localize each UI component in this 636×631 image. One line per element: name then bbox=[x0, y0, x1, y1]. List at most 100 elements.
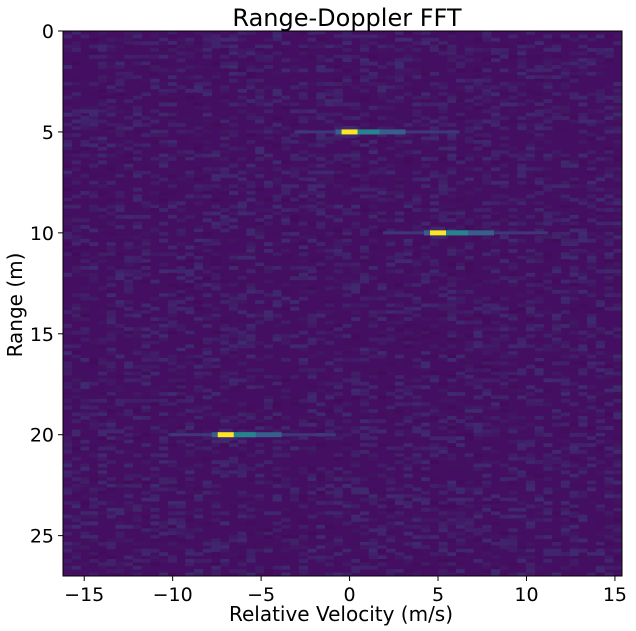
heatmap-cell bbox=[281, 337, 291, 342]
heatmap-cell bbox=[97, 310, 108, 315]
heatmap-cell bbox=[202, 541, 212, 546]
heatmap-cell bbox=[613, 358, 623, 362]
heatmap-cell bbox=[473, 235, 483, 240]
heatmap-cell bbox=[394, 75, 405, 80]
heatmap-cell bbox=[272, 252, 282, 257]
heatmap-cell bbox=[464, 426, 474, 430]
heatmap-cell bbox=[447, 68, 457, 73]
heatmap-cell bbox=[237, 334, 247, 338]
heatmap-cell bbox=[604, 194, 614, 199]
heatmap-cell bbox=[473, 487, 483, 492]
heatmap-cell bbox=[578, 95, 588, 100]
heatmap-cell bbox=[272, 402, 282, 407]
heatmap-cell bbox=[290, 214, 300, 219]
heatmap-cell bbox=[604, 157, 614, 161]
heatmap-cell bbox=[482, 143, 492, 148]
heatmap-cell bbox=[124, 375, 134, 379]
heatmap-cell bbox=[482, 266, 492, 270]
heatmap-cell bbox=[351, 504, 361, 509]
heatmap-cell bbox=[508, 327, 518, 332]
heatmap-cell bbox=[595, 395, 605, 400]
heatmap-cell bbox=[351, 116, 361, 120]
heatmap-cell bbox=[421, 313, 431, 318]
heatmap-cell bbox=[587, 395, 597, 400]
heatmap-cell bbox=[403, 204, 413, 209]
heatmap-cell bbox=[298, 467, 308, 471]
heatmap-cell bbox=[97, 487, 108, 492]
heatmap-cell bbox=[71, 180, 81, 185]
heatmap-cell bbox=[438, 214, 448, 219]
heatmap-cell bbox=[613, 122, 623, 127]
heatmap-cell bbox=[211, 330, 221, 335]
heatmap-cell bbox=[552, 92, 562, 97]
heatmap-cell bbox=[298, 245, 308, 250]
heatmap-cell bbox=[604, 242, 614, 246]
heatmap-cell bbox=[115, 303, 125, 308]
heatmap-cell bbox=[543, 419, 553, 424]
heatmap-cell bbox=[499, 361, 509, 366]
heatmap-cell bbox=[412, 300, 422, 304]
heatmap-cell bbox=[421, 385, 431, 390]
heatmap-cell bbox=[202, 317, 212, 321]
heatmap-cell bbox=[211, 41, 221, 46]
heatmap-cell bbox=[71, 303, 81, 308]
heatmap-cell bbox=[552, 184, 562, 189]
heatmap-cell bbox=[429, 136, 439, 141]
heatmap-cell bbox=[220, 51, 230, 56]
heatmap-cell bbox=[159, 531, 169, 536]
heatmap-cell bbox=[543, 487, 553, 492]
heatmap-cell bbox=[342, 470, 352, 475]
heatmap-cell bbox=[482, 351, 492, 355]
heatmap-cell bbox=[211, 354, 221, 359]
heatmap-cell bbox=[595, 436, 605, 441]
heatmap-cell bbox=[246, 105, 256, 110]
heatmap-cell bbox=[185, 75, 195, 80]
heatmap-cell bbox=[176, 266, 186, 270]
heatmap-cell bbox=[89, 501, 99, 505]
heatmap-cell bbox=[499, 252, 509, 257]
heatmap-cell bbox=[534, 289, 544, 294]
heatmap-cell bbox=[71, 259, 81, 264]
heatmap-cell bbox=[412, 228, 422, 233]
heatmap-cell bbox=[80, 109, 90, 114]
heatmap-cell bbox=[473, 58, 483, 63]
heatmap-cell bbox=[534, 473, 544, 478]
heatmap-cell bbox=[211, 269, 221, 274]
heatmap-cell bbox=[63, 565, 73, 570]
heatmap-cell bbox=[263, 99, 274, 103]
heatmap-cell bbox=[464, 354, 474, 359]
heatmap-cell bbox=[342, 252, 352, 257]
heatmap-cell bbox=[220, 153, 230, 158]
heatmap-cell bbox=[377, 48, 387, 52]
heatmap-cell bbox=[141, 405, 151, 410]
heatmap-cell bbox=[429, 201, 439, 206]
heatmap-cell bbox=[525, 146, 536, 151]
heatmap-cell bbox=[386, 262, 396, 267]
heatmap-cell bbox=[202, 269, 212, 274]
heatmap-cell bbox=[517, 514, 527, 519]
heatmap-cell bbox=[438, 344, 448, 349]
heatmap-cell bbox=[106, 276, 116, 281]
heatmap-cell bbox=[595, 303, 605, 308]
heatmap-cell bbox=[604, 572, 614, 577]
heatmap-cell bbox=[63, 218, 73, 223]
heatmap-cell bbox=[255, 68, 265, 73]
heatmap-cell bbox=[359, 381, 370, 386]
heatmap-cell bbox=[517, 116, 527, 120]
heatmap-cell bbox=[552, 95, 562, 100]
heatmap-cell bbox=[604, 330, 614, 335]
heatmap-cell bbox=[560, 470, 570, 475]
heatmap-cell bbox=[246, 283, 256, 287]
heatmap-cell bbox=[508, 562, 518, 567]
heatmap-cell bbox=[342, 484, 352, 488]
heatmap-cell bbox=[246, 58, 256, 63]
heatmap-cell bbox=[429, 375, 439, 379]
heatmap-cell bbox=[560, 259, 570, 264]
heatmap-cell bbox=[438, 501, 448, 505]
heatmap-cell bbox=[560, 412, 570, 417]
heatmap-cell bbox=[159, 82, 169, 86]
heatmap-cell bbox=[220, 133, 230, 137]
heatmap-cell bbox=[534, 187, 544, 192]
heatmap-cell bbox=[325, 330, 335, 335]
heatmap-cell bbox=[106, 266, 116, 270]
